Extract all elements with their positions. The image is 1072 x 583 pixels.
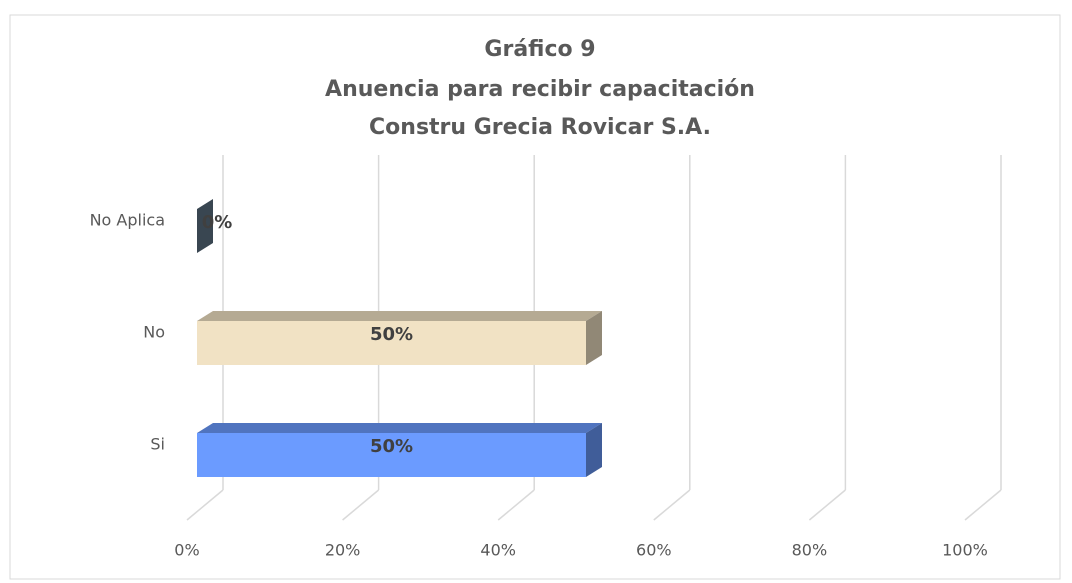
chart-subtitle: Constru Grecia Rovicar S.A.	[369, 115, 711, 140]
bar-side	[197, 199, 213, 253]
bar-top	[197, 311, 602, 321]
x-tick-label: 80%	[792, 541, 828, 560]
x-tick-label: 60%	[636, 541, 672, 560]
grid-line	[342, 489, 380, 521]
data-label: 50%	[370, 436, 413, 457]
bar	[197, 311, 602, 365]
x-tick-label: 20%	[325, 541, 361, 560]
data-label: 0%	[202, 212, 233, 233]
bar-side	[586, 423, 602, 477]
chart-title: Gráfico 9	[484, 37, 595, 62]
y-tick-label: No Aplica	[90, 211, 165, 230]
bar-front	[197, 433, 586, 477]
y-tick-label: Si	[150, 435, 165, 454]
bar-side	[586, 311, 602, 365]
grid-line	[186, 489, 224, 521]
grid-line	[808, 489, 846, 521]
data-label: 50%	[370, 324, 413, 345]
bar-front	[197, 321, 586, 365]
bar-top	[197, 423, 602, 433]
x-tick-label: 0%	[174, 541, 199, 560]
x-tick-label: 100%	[942, 541, 988, 560]
grid-line	[497, 489, 535, 521]
chart-frame	[9, 14, 1061, 580]
bar	[197, 199, 213, 253]
y-tick-label: No	[143, 323, 165, 342]
grid-line	[964, 489, 1002, 521]
x-tick-label: 40%	[480, 541, 516, 560]
grid-line	[653, 489, 691, 521]
bar	[197, 423, 602, 477]
chart-subtitle: Anuencia para recibir capacitación	[325, 77, 755, 102]
